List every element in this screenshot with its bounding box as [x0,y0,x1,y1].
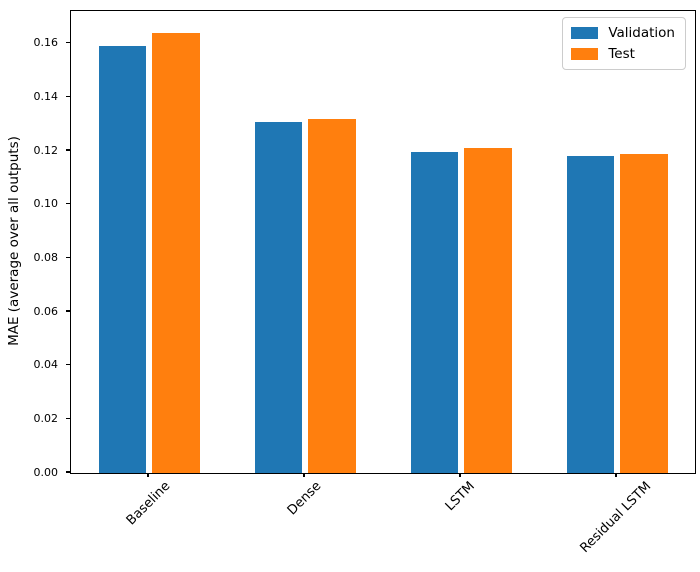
y-tick-mark [66,364,70,366]
y-tick-mark [66,95,70,97]
x-tick-mark [459,473,461,477]
bar-test-dense [308,118,356,473]
x-tick-label-baseline: Baseline [123,478,173,529]
legend-entry-test: Test [571,46,675,62]
y-tick-mark [66,471,70,473]
legend-swatch-validation [571,27,599,39]
legend-label-test: Test [608,46,635,62]
x-tick-label-residual-lstm: Residual LSTM [577,479,655,556]
y-tick-mark [66,310,70,312]
bar-validation-residual-lstm [566,156,614,473]
bar-test-residual-lstm [620,153,668,473]
plot-area: Validation Test [70,10,696,474]
y-tick-label: 0.16 [33,36,59,50]
y-tick-mark [66,417,70,419]
y-tick-mark [66,203,70,205]
y-tick-label: 0.00 [33,465,59,479]
y-tick-mark [66,149,70,151]
x-tick-mark [615,473,617,477]
bar-test-lstm [464,148,512,473]
x-tick-label-lstm: LSTM [442,479,478,515]
y-tick-label: 0.08 [33,250,59,264]
x-tick-mark [147,473,149,477]
x-tick-label-dense: Dense [284,478,324,519]
y-axis-label: MAE (average over all outputs) [5,136,22,346]
y-tick-label: 0.12 [33,143,59,157]
legend-swatch-test [571,48,599,60]
legend-label-validation: Validation [608,25,675,41]
y-tick-label: 0.04 [33,358,59,372]
x-tick-mark [303,473,305,477]
y-tick-label: 0.02 [33,411,59,425]
y-tick-label: 0.10 [33,197,59,211]
bar-test-baseline [152,33,200,473]
bar-validation-dense [254,121,302,473]
legend-entry-validation: Validation [571,25,675,41]
legend: Validation Test [562,17,686,70]
y-tick-label: 0.06 [33,304,59,318]
y-tick-label: 0.14 [33,89,59,103]
bar-validation-lstm [410,152,458,473]
bar-validation-baseline [98,46,146,473]
y-tick-mark [66,42,70,44]
y-tick-mark [66,256,70,258]
